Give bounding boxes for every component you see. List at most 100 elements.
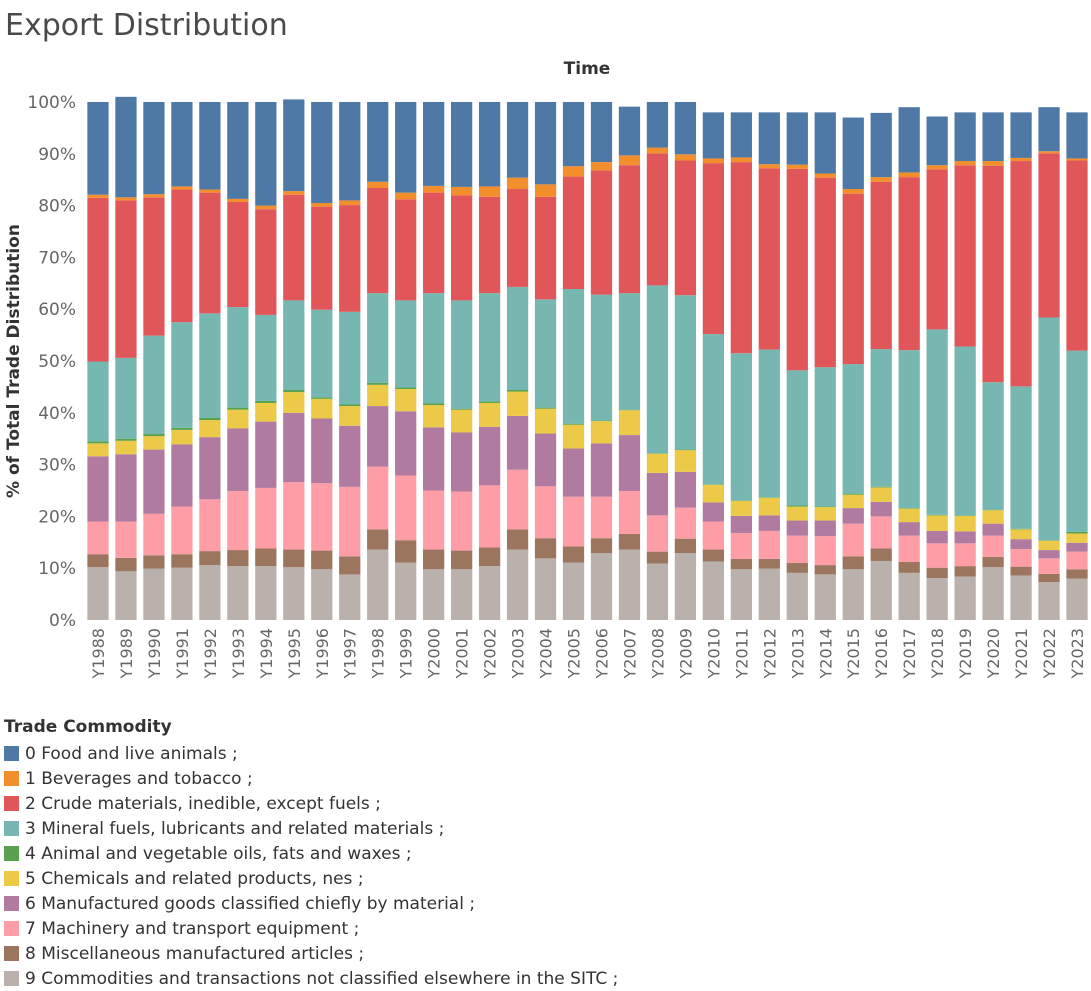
- bar-segment: [674, 471, 697, 508]
- bar-segment: [646, 453, 669, 454]
- bar-segment: [534, 433, 557, 487]
- bar-segment: [926, 530, 948, 544]
- y-tick-label: 40%: [38, 404, 76, 424]
- x-tick-label: Y1992: [201, 628, 220, 680]
- bar-segment: [423, 102, 445, 186]
- bar-segment: [1010, 528, 1032, 530]
- bar-segment: [1066, 160, 1088, 351]
- bar-segment: [283, 482, 305, 550]
- bar-segment: [842, 189, 864, 194]
- bar-segment: [842, 364, 864, 494]
- bar-segment: [926, 567, 948, 579]
- x-tick-label: Y1988: [89, 628, 108, 680]
- bar-segment: [590, 170, 613, 295]
- bar-segment: [311, 102, 333, 204]
- x-tick-label: Y1993: [229, 628, 248, 680]
- bar-segment: [227, 407, 249, 410]
- bar-segment: [115, 357, 137, 439]
- bar-segment: [786, 572, 808, 620]
- bar-segment: [395, 562, 417, 620]
- x-tick-label: Y2005: [565, 628, 584, 680]
- bar-segment: [926, 514, 948, 516]
- bar-segment: [311, 309, 333, 398]
- x-tick-label: Y2014: [816, 628, 835, 680]
- bar-segment: [506, 102, 529, 178]
- bar-segment: [311, 483, 333, 551]
- bar-segment: [199, 313, 221, 418]
- legend-label: 3 Mineral fuels, lubricants and related …: [25, 818, 445, 839]
- bar-segment: [311, 418, 333, 484]
- bar-segment: [115, 571, 137, 620]
- bar-segment: [143, 197, 165, 336]
- bar-segment: [115, 200, 137, 358]
- bar-segment: [954, 576, 976, 620]
- bar-segment: [171, 322, 193, 428]
- bar-segment: [730, 500, 752, 516]
- y-tick-label: 20%: [38, 507, 76, 527]
- bar-segment: [87, 102, 109, 195]
- bar-segment: [898, 172, 920, 178]
- bar-segment: [534, 196, 557, 300]
- bar-segment: [898, 561, 920, 573]
- bar-segment: [227, 491, 249, 551]
- x-tick-label: Y2018: [928, 628, 947, 680]
- bar-segment: [255, 566, 277, 620]
- bar-segment: [702, 158, 725, 164]
- bar-segment: [954, 543, 976, 567]
- x-tick-label: Y2016: [872, 628, 891, 680]
- bar-segment: [199, 417, 221, 421]
- bar-segment: [1038, 151, 1060, 154]
- bar-segment: [562, 176, 585, 289]
- bar-segment: [143, 194, 165, 198]
- bar-segment: [534, 408, 557, 434]
- legend-label: 1 Beverages and tobacco ;: [25, 768, 253, 789]
- bar-segment: [171, 429, 193, 445]
- bar-segment: [339, 404, 361, 407]
- bar-segment: [842, 508, 864, 524]
- bar-segment: [255, 209, 277, 315]
- bar-segment: [870, 349, 892, 487]
- bar-segment: [451, 186, 473, 196]
- x-tick-label: Y1994: [257, 628, 276, 680]
- bar-segment: [842, 117, 864, 190]
- bar-segment: [786, 112, 808, 165]
- bar-segment: [674, 553, 697, 620]
- bar-segment: [227, 201, 249, 308]
- bar-segment: [227, 409, 249, 429]
- bar-segment: [451, 195, 473, 301]
- bar-segment: [255, 205, 277, 210]
- bar-segment: [842, 193, 864, 365]
- x-tick-label: Y1998: [369, 628, 388, 680]
- bar-segment: [451, 550, 473, 570]
- legend-swatch: [4, 771, 19, 786]
- bar-segment: [423, 569, 445, 620]
- bar-segment: [674, 507, 697, 539]
- bar-segment: [1010, 386, 1032, 529]
- y-tick-label: 80%: [38, 197, 76, 217]
- bar-segment: [730, 569, 752, 620]
- bar-segment: [562, 546, 585, 563]
- bar-segment: [478, 401, 501, 403]
- bar-segment: [786, 370, 808, 506]
- bar-segment: [143, 436, 165, 450]
- legend-label: 8 Miscellaneous manufactured articles ;: [25, 943, 365, 964]
- bar-segment: [478, 566, 501, 620]
- bar-segment: [814, 574, 836, 620]
- bar-segment: [311, 397, 333, 399]
- bar-segment: [171, 554, 193, 568]
- bar-segment: [171, 444, 193, 507]
- bar-segment: [702, 549, 725, 562]
- x-axis-title: Time: [564, 59, 611, 79]
- bar-segment: [534, 558, 557, 620]
- legend-label: 0 Food and live animals ;: [25, 743, 238, 764]
- legend-item: 9 Commodities and transactions not class…: [4, 966, 618, 991]
- legend-label: 9 Commodities and transactions not class…: [25, 968, 619, 989]
- bar-segment: [506, 391, 529, 416]
- legend-swatch: [4, 796, 19, 811]
- bar-segment: [115, 96, 137, 198]
- bar-segment: [898, 572, 920, 620]
- bar-segment: [1066, 350, 1088, 532]
- bar-segment: [339, 102, 361, 201]
- y-tick-label: 30%: [38, 456, 76, 476]
- bar-segment: [451, 102, 473, 187]
